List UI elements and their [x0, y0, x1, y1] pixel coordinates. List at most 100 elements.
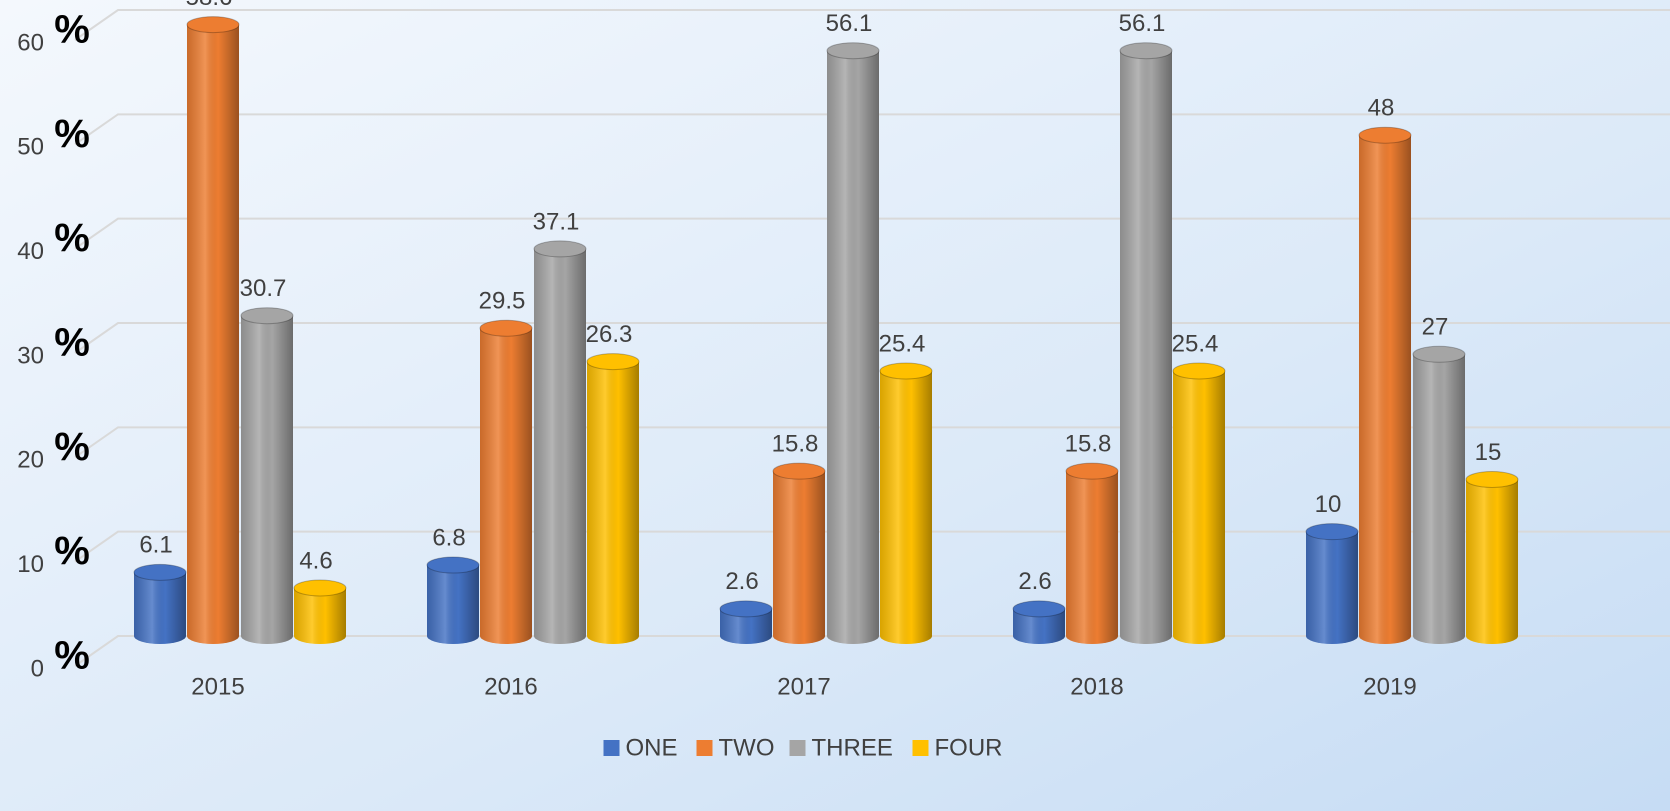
bar-cap — [1012, 600, 1066, 618]
bar-base-shade — [294, 628, 346, 644]
bar-shade — [427, 565, 479, 636]
bar-cap — [293, 579, 347, 597]
bar-base-shade — [1120, 628, 1172, 644]
value-label: 2.6 — [725, 568, 758, 595]
bar-cap — [1065, 462, 1119, 480]
y-tick-label: 0 — [31, 655, 44, 682]
value-label: 15 — [1475, 439, 1502, 466]
value-label: 58.6 — [186, 0, 233, 11]
bar-base-shade — [1066, 628, 1118, 644]
bar-base-shade — [427, 628, 479, 644]
x-tick-label: 2016 — [484, 673, 537, 700]
value-label: 15.8 — [772, 430, 819, 457]
y-unit: % — [54, 425, 90, 469]
x-tick-label: 2018 — [1070, 673, 1123, 700]
bar-cap — [1172, 362, 1226, 380]
bar-cap — [426, 556, 480, 574]
y-tick-label: 60 — [17, 29, 44, 56]
value-label: 56.1 — [1119, 10, 1166, 37]
bar-cap — [186, 16, 240, 34]
value-label: 10 — [1315, 491, 1342, 518]
bar-base-shade — [1173, 628, 1225, 644]
value-label: 6.8 — [432, 524, 465, 551]
bar-shade — [187, 24, 239, 636]
bar-base-shade — [134, 628, 186, 644]
bar-shade — [1066, 471, 1118, 636]
bar-shade — [1413, 354, 1465, 636]
y-unit: % — [54, 529, 90, 573]
bar-shade — [1173, 370, 1225, 636]
y-tick-label: 30 — [17, 342, 44, 369]
bar-cap — [240, 307, 294, 325]
bar-base-shade — [1359, 628, 1411, 644]
y-tick-label: 40 — [17, 238, 44, 265]
bar-cap — [133, 563, 187, 581]
bar-base-shade — [534, 628, 586, 644]
bar-shade — [480, 328, 532, 636]
legend-swatch — [696, 740, 713, 756]
legend-label: ONE — [626, 734, 678, 761]
bar-cap — [879, 362, 933, 380]
grid-line — [74, 9, 1670, 41]
value-label: 25.4 — [1172, 330, 1219, 357]
y-unit: % — [54, 216, 90, 260]
bar-cap — [719, 600, 773, 618]
value-label: 27 — [1422, 314, 1449, 341]
value-label: 4.6 — [299, 547, 332, 574]
bar-cap — [1412, 345, 1466, 363]
value-label: 25.4 — [879, 330, 926, 357]
y-tick-label: 50 — [17, 134, 44, 161]
y-tick-label: 20 — [17, 447, 44, 474]
value-label: 56.1 — [826, 10, 873, 37]
bar-shade — [1306, 531, 1358, 636]
bar-base-shade — [1413, 628, 1465, 644]
bar-shade — [134, 572, 186, 636]
bar-cap — [826, 42, 880, 60]
bar-base-shade — [1013, 628, 1065, 644]
x-tick-label: 2019 — [1363, 673, 1416, 700]
value-label: 30.7 — [240, 275, 287, 302]
legend-label: THREE — [812, 734, 893, 761]
y-unit: % — [54, 112, 90, 156]
bar-shade — [880, 370, 932, 636]
bar-shade — [1466, 479, 1518, 636]
bar-shade — [1120, 50, 1172, 636]
legend-swatch — [789, 740, 806, 756]
bar-base-shade — [480, 628, 532, 644]
bar-cap — [772, 462, 826, 480]
value-label: 15.8 — [1065, 430, 1112, 457]
bar-base-shade — [1306, 628, 1358, 644]
bar-base-shade — [587, 628, 639, 644]
bar-shade — [827, 50, 879, 636]
value-label: 29.5 — [479, 288, 526, 315]
y-unit: % — [54, 8, 90, 52]
bar-cap — [479, 319, 533, 337]
bar-base-shade — [1466, 628, 1518, 644]
legend-label: FOUR — [935, 734, 1003, 761]
bar-shade — [534, 248, 586, 636]
bar-shade — [773, 471, 825, 636]
legend-swatch — [603, 740, 620, 756]
bar-cap — [533, 240, 587, 258]
value-label: 37.1 — [533, 208, 580, 235]
y-tick-label: 10 — [17, 551, 44, 578]
bar-shade — [1359, 135, 1411, 636]
y-unit: % — [54, 321, 90, 365]
bar-shade — [587, 361, 639, 636]
bar-base-shade — [720, 628, 772, 644]
y-unit: % — [54, 634, 90, 678]
bar-cap — [1119, 42, 1173, 60]
value-label: 48 — [1368, 95, 1395, 122]
bar-cap — [1465, 471, 1519, 488]
value-label: 6.1 — [139, 532, 172, 559]
value-label: 26.3 — [586, 321, 633, 348]
bar-base-shade — [187, 628, 239, 644]
legend-label: TWO — [719, 734, 775, 761]
bar-base-shade — [827, 628, 879, 644]
value-label: 2.6 — [1018, 568, 1051, 595]
x-tick-label: 2015 — [191, 673, 244, 700]
bar-base-shade — [880, 628, 932, 644]
x-tick-label: 2017 — [777, 673, 830, 700]
bar-shade — [241, 315, 293, 636]
